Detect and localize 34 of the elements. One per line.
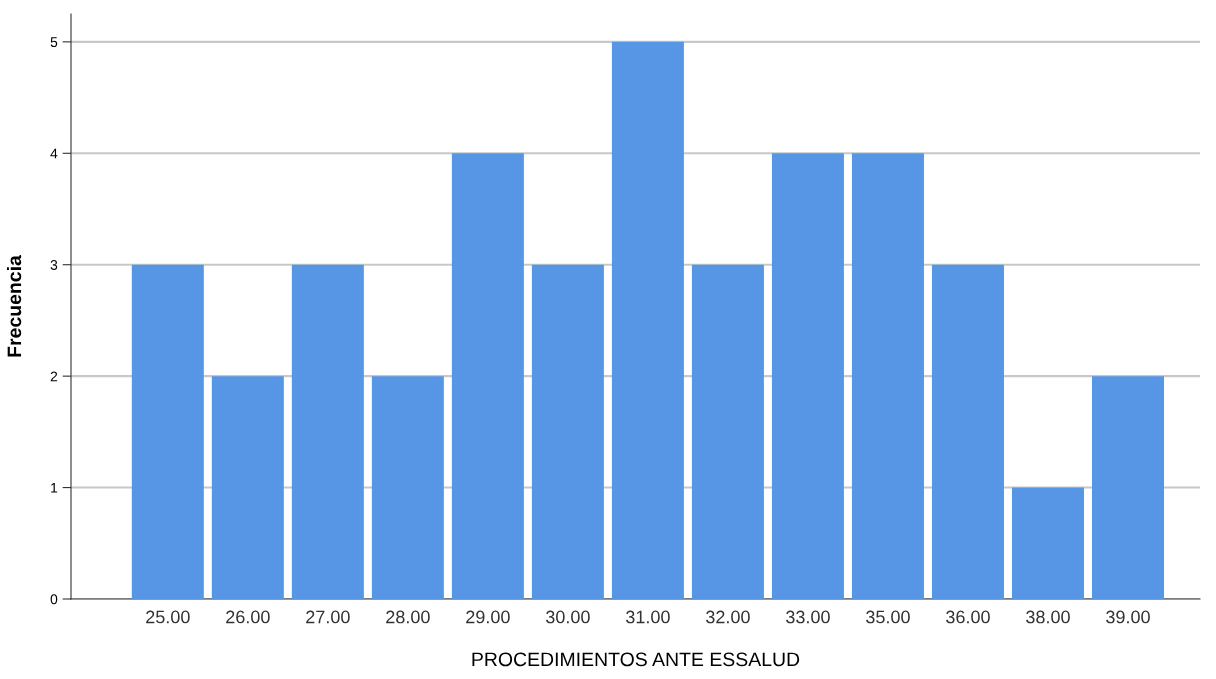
bar	[851, 153, 924, 599]
y-tick-label: 3	[50, 260, 58, 270]
x-tick-label: 26.00	[226, 610, 270, 624]
x-tick-label: 38.00	[1026, 610, 1070, 624]
y-tick-label: 1	[51, 483, 58, 493]
bar	[1011, 487, 1084, 599]
x-tick-label: 33.00	[786, 610, 830, 624]
bar	[931, 264, 1004, 599]
bar	[531, 264, 604, 599]
bar	[291, 264, 364, 599]
bar	[611, 41, 684, 599]
x-tick-label: 25.00	[146, 610, 190, 624]
bar	[131, 264, 204, 599]
x-tick-label: 39.00	[1106, 610, 1150, 624]
x-tick-label: 30.00	[545, 610, 590, 624]
bar	[771, 153, 844, 599]
y-tick-label: 4	[50, 148, 58, 159]
x-tick-label: 29.00	[466, 610, 510, 624]
y-tick-label: 5	[50, 37, 58, 48]
y-tick-label: 0	[50, 594, 58, 605]
bar	[691, 264, 764, 599]
bar	[371, 376, 444, 599]
y-tick-label: 2	[50, 371, 58, 382]
y-axis-title: Frecuencia	[6, 255, 22, 357]
x-tick-label: 36.00	[946, 610, 990, 624]
x-tick-label: 28.00	[386, 610, 430, 624]
bar	[211, 376, 284, 599]
x-tick-label: 32.00	[706, 610, 750, 624]
x-axis-title: PROCEDIMIENTOS ANTE ESSALUD	[472, 652, 800, 667]
bar	[451, 153, 524, 599]
x-tick-label: 27.00	[306, 610, 350, 624]
bar	[1091, 376, 1164, 599]
x-tick-label: 35.00	[866, 610, 910, 624]
x-tick-label: 31.00	[626, 610, 670, 624]
